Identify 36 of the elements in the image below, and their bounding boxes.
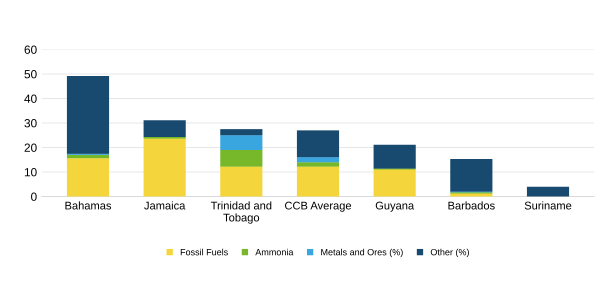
x-tick-label: Suriname	[524, 201, 572, 210]
bar	[144, 120, 186, 137]
x-tick-label: Trinidad and Tobago	[210, 201, 272, 224]
legend-label: Fossil Fuels	[180, 248, 228, 256]
legend-label: Ammonia	[255, 248, 294, 256]
bar	[220, 150, 262, 167]
y-tick-label: 40	[24, 94, 37, 103]
x-tick-label: Jamaica	[144, 201, 186, 210]
y-tick-label: 0	[31, 192, 37, 201]
bar	[296, 162, 340, 167]
legend-label: Metals and Ores (%)	[321, 248, 403, 258]
y-tick-label: 20	[24, 144, 37, 152]
x-tick-label: Guyana	[376, 202, 414, 212]
bar	[296, 166, 340, 196]
legend-label: Other (%)	[430, 248, 469, 258]
bar	[66, 76, 110, 154]
bar	[296, 130, 340, 158]
x-tick-label: CCB Average	[285, 202, 352, 212]
bar	[220, 135, 262, 150]
bar	[526, 186, 570, 196]
bar	[66, 158, 110, 196]
bar	[220, 129, 262, 136]
bar	[66, 154, 110, 158]
bar	[374, 144, 416, 169]
bar	[220, 166, 262, 196]
bar	[144, 138, 186, 196]
x-tick-label: Barbados	[448, 201, 495, 210]
y-tick-label: 60	[24, 46, 37, 54]
y-tick-label: 30	[24, 119, 37, 128]
y-tick-label: 50	[24, 70, 37, 78]
x-tick-label: Bahamas	[65, 201, 112, 210]
bar	[450, 194, 492, 196]
bar	[296, 157, 340, 162]
bar	[450, 159, 492, 192]
bar	[374, 170, 416, 196]
y-tick-label: 10	[24, 168, 37, 176]
